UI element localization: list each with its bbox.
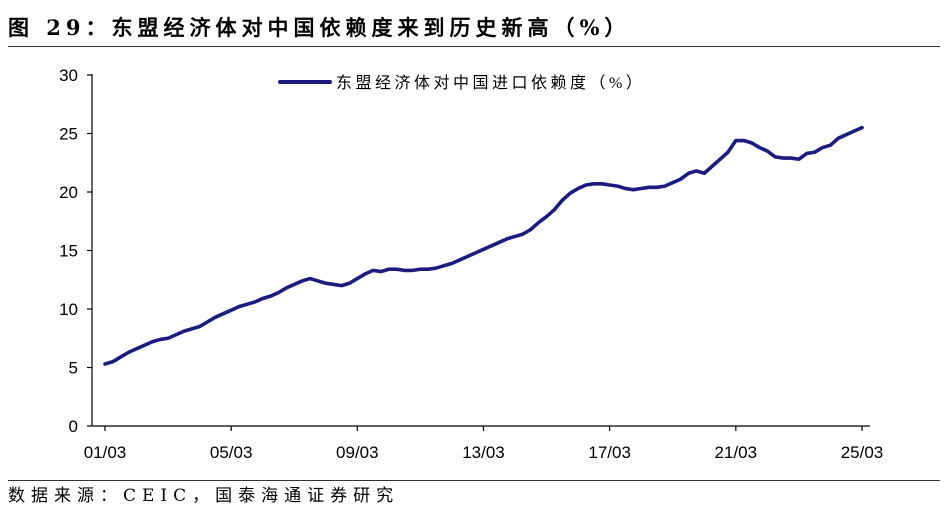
x-tick-label: 09/03 <box>336 443 379 462</box>
source-note: 数据来源：CEIC，国泰海通证券研究 <box>8 486 400 506</box>
source-divider <box>8 480 940 481</box>
y-tick-label: 25 <box>59 125 78 144</box>
x-tick-label: 25/03 <box>841 443 884 462</box>
y-tick-label: 30 <box>59 66 78 85</box>
y-tick-label: 20 <box>59 183 78 202</box>
figure-title: 图 29：东盟经济体对中国依赖度来到历史新高（%） <box>8 15 631 40</box>
y-axis: 0 5 10 15 20 25 30 <box>59 66 93 436</box>
x-tick-label: 01/03 <box>84 443 127 462</box>
x-axis: 01/03 05/03 09/03 13/03 17/03 21/03 25/03 <box>84 425 884 462</box>
x-tick-label: 05/03 <box>210 443 253 462</box>
x-tick-label: 13/03 <box>462 443 505 462</box>
y-tick-label: 10 <box>59 300 78 319</box>
legend: 东盟经济体对中国进口依赖度（%） <box>278 74 645 92</box>
x-tick-label: 21/03 <box>715 443 758 462</box>
y-tick-label: 0 <box>69 417 78 436</box>
y-tick-label: 5 <box>69 359 78 378</box>
series-group <box>103 125 864 366</box>
y-tick-label: 15 <box>59 242 78 261</box>
x-tick-label: 17/03 <box>588 443 631 462</box>
title-divider <box>8 46 940 47</box>
series-line <box>103 125 864 366</box>
legend-label: 东盟经济体对中国进口依赖度（%） <box>336 74 645 92</box>
